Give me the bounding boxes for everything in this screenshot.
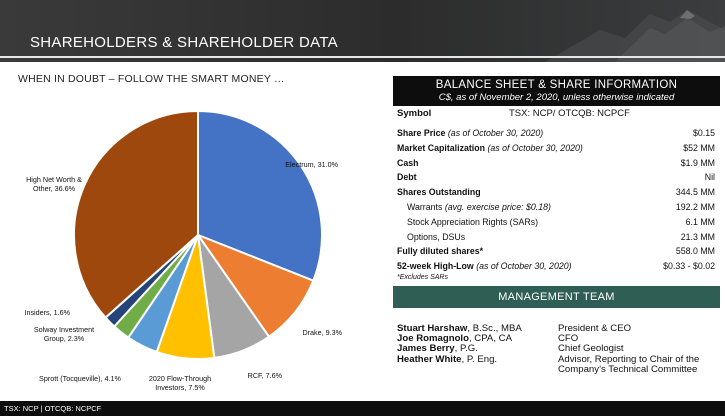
- member-role: Chief Geologist: [558, 343, 624, 355]
- row-note: (avg. exercise price: $0.18): [444, 201, 551, 212]
- slice-label: Solway Investment Group, 2.3%: [34, 325, 94, 343]
- slice-label: 2020 Flow-Through Investors, 7.5%: [149, 374, 211, 392]
- row-label: Market Capitalization: [397, 142, 485, 153]
- management-list: Stuart Harshaw, B.Sc., MBA President & C…: [397, 323, 723, 375]
- member-name: Joe Romagnolo: [397, 333, 469, 345]
- symbol-value: TSX: NCP/ OTCQB: NCPCF: [509, 108, 630, 119]
- row-label: Stock Appreciation Rights (SARs): [407, 216, 539, 227]
- row-value: $52 MM: [683, 142, 715, 153]
- slice-label: Electrum, 31.0%: [285, 160, 338, 169]
- list-item: Company’s Technical Committee: [397, 363, 723, 375]
- row-value: Nil: [704, 172, 715, 183]
- table-row: Debt Nil: [397, 170, 717, 185]
- balance-sheet-header: BALANCE SHEET & SHARE INFORMATION C$, as…: [393, 76, 720, 106]
- footnote: *Excludes SARs: [397, 274, 448, 281]
- row-label: Options, DSUs: [407, 231, 466, 242]
- table-row: Options, DSUs 21.3 MM: [397, 230, 717, 245]
- balance-sheet-subtitle: C$, as of November 2, 2020, unless other…: [438, 92, 675, 103]
- member-name: Stuart Harshaw: [397, 323, 468, 334]
- row-value: 6.1 MM: [685, 216, 715, 227]
- member-credentials: , CPA, CA: [468, 333, 512, 345]
- row-value: $0.33 - $0.02: [663, 261, 715, 272]
- member-role: CFO: [558, 333, 579, 345]
- slice-label: Insiders, 1.6%: [24, 308, 70, 317]
- member-credentials: , P.G.: [454, 343, 478, 355]
- member-name: James Berry: [397, 343, 455, 355]
- member-role: Advisor, Reporting to Chair of the: [558, 353, 700, 365]
- row-value: $1.9 MM: [680, 157, 715, 168]
- table-row: 52-week High-Low (as of October 30, 2020…: [397, 259, 717, 274]
- row-value: 558.0 MM: [675, 246, 715, 257]
- table-row: Fully diluted shares* 558.0 MM: [397, 244, 717, 259]
- balance-sheet-table: Share Price (as of October 30, 2020) $0.…: [397, 126, 717, 274]
- slice-label: Sprott (Tocqueville), 4.1%: [39, 374, 122, 383]
- page-title: SHAREHOLDERS & SHAREHOLDER DATA: [30, 34, 338, 51]
- table-row: Shares Outstanding 344.5 MM: [397, 185, 717, 200]
- management-team-header: MANAGEMENT TEAM: [393, 286, 720, 308]
- row-label: Fully diluted shares*: [397, 246, 484, 257]
- mountain-logo-graphic: [545, 10, 725, 62]
- row-note: (as of October 30, 2020): [487, 142, 583, 153]
- section-subtitle: WHEN IN DOUBT – FOLLOW THE SMART MONEY …: [18, 73, 285, 85]
- row-label: Cash: [397, 157, 419, 168]
- table-row: Market Capitalization (as of October 30,…: [397, 141, 717, 156]
- member-role-continued: Company’s Technical Committee: [558, 363, 698, 375]
- row-label: Share Price: [397, 128, 446, 138]
- row-label: Shares Outstanding: [397, 187, 481, 198]
- row-value: $0.15: [692, 128, 715, 138]
- row-label: 52-week High-Low: [397, 261, 474, 272]
- row-label: Debt: [397, 172, 417, 183]
- balance-sheet-title: BALANCE SHEET & SHARE INFORMATION: [435, 79, 678, 91]
- footer-bar: TSX: NCP | OTCQB: NCPCF: [0, 401, 725, 416]
- slice-label: High Net Worth & Other, 36.6%: [26, 175, 82, 193]
- table-row: Cash $1.9 MM: [397, 156, 717, 171]
- header-banner: SHAREHOLDERS & SHAREHOLDER DATA: [0, 0, 725, 62]
- table-row: Share Price (as of October 30, 2020) $0.…: [397, 126, 717, 141]
- list-item: James Berry, P.G. Chief Geologist: [397, 344, 723, 354]
- row-note: (as of October 30, 2020): [476, 261, 572, 272]
- member-name: Heather White: [397, 353, 462, 365]
- row-label: Warrants: [407, 201, 443, 212]
- list-item: Joe Romagnolo, CPA, CA CFO: [397, 333, 723, 345]
- list-item: Heather White, P. Eng. Advisor, Reportin…: [397, 353, 723, 365]
- row-value: 192.2 MM: [675, 201, 715, 212]
- row-value: 344.5 MM: [675, 187, 715, 198]
- title-divider: [0, 56, 725, 58]
- row-note: (as of October 30, 2020): [447, 128, 544, 138]
- member-role: President & CEO: [558, 323, 632, 334]
- slice-label: RCF, 7.6%: [248, 371, 283, 380]
- symbol-row: Symbol TSX: NCP/ OTCQB: NCPCF: [397, 108, 717, 120]
- shareholder-pie-chart: Electrum, 31.0% Drake, 9.3% RCF, 7.6% 2020 …: [24, 109, 343, 392]
- symbol-label: Symbol: [397, 108, 432, 119]
- table-row: Warrants (avg. exercise price: $0.18) 19…: [397, 200, 717, 215]
- slice-label: Drake, 9.3%: [302, 328, 342, 337]
- pie-slice: [73, 109, 199, 319]
- table-row: Stock Appreciation Rights (SARs) 6.1 MM: [397, 215, 717, 230]
- member-credentials: , P. Eng.: [461, 353, 498, 365]
- list-item: Stuart Harshaw, B.Sc., MBA President & C…: [397, 323, 723, 334]
- member-credentials: , B.Sc., MBA: [467, 323, 522, 334]
- row-value: 21.3 MM: [680, 231, 715, 242]
- pie-slice: [197, 109, 323, 282]
